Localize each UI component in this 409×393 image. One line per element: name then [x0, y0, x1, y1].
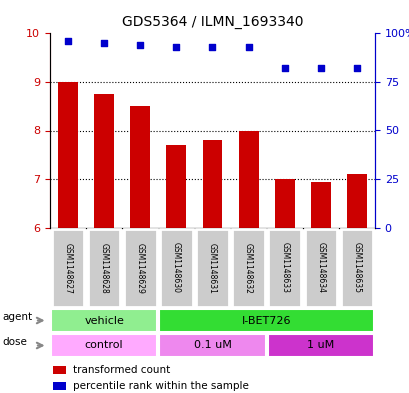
Text: GSM1148629: GSM1148629: [135, 242, 144, 294]
Point: [209, 44, 215, 50]
Text: 1 uM: 1 uM: [306, 340, 334, 351]
Text: 0.1 uM: 0.1 uM: [193, 340, 231, 351]
Bar: [166, 145, 186, 228]
Point: [281, 65, 287, 71]
Text: GSM1148635: GSM1148635: [352, 242, 361, 294]
Text: I-BET726: I-BET726: [241, 316, 291, 325]
Bar: [58, 82, 78, 228]
Bar: [53, 366, 66, 374]
FancyBboxPatch shape: [232, 229, 264, 307]
Text: GSM1148633: GSM1148633: [279, 242, 288, 294]
Bar: [310, 182, 330, 228]
Bar: [130, 106, 150, 228]
Bar: [202, 140, 222, 228]
Text: transformed count: transformed count: [72, 365, 170, 375]
FancyBboxPatch shape: [88, 229, 120, 307]
Bar: [53, 382, 66, 389]
FancyBboxPatch shape: [304, 229, 336, 307]
Point: [353, 65, 360, 71]
FancyBboxPatch shape: [124, 229, 156, 307]
Point: [65, 38, 71, 44]
Text: dose: dose: [2, 337, 27, 347]
FancyBboxPatch shape: [51, 334, 157, 357]
Text: percentile rank within the sample: percentile rank within the sample: [72, 381, 248, 391]
Point: [173, 44, 179, 50]
Point: [101, 40, 107, 46]
FancyBboxPatch shape: [159, 334, 265, 357]
FancyBboxPatch shape: [267, 334, 373, 357]
Text: GSM1148631: GSM1148631: [207, 242, 216, 294]
FancyBboxPatch shape: [160, 229, 192, 307]
Text: agent: agent: [2, 312, 33, 322]
Point: [137, 42, 143, 48]
Text: GSM1148627: GSM1148627: [63, 242, 72, 294]
FancyBboxPatch shape: [159, 309, 373, 332]
FancyBboxPatch shape: [340, 229, 372, 307]
Bar: [346, 174, 366, 228]
Text: GSM1148634: GSM1148634: [316, 242, 324, 294]
FancyBboxPatch shape: [196, 229, 228, 307]
FancyBboxPatch shape: [268, 229, 300, 307]
FancyBboxPatch shape: [51, 309, 157, 332]
Bar: [94, 94, 114, 228]
Text: GSM1148630: GSM1148630: [171, 242, 180, 294]
Bar: [238, 130, 258, 228]
Point: [317, 65, 324, 71]
FancyBboxPatch shape: [52, 229, 84, 307]
Point: [245, 44, 251, 50]
Text: GSM1148632: GSM1148632: [243, 242, 252, 294]
Text: vehicle: vehicle: [84, 316, 124, 325]
Text: GSM1148628: GSM1148628: [99, 242, 108, 294]
Bar: [274, 179, 294, 228]
Title: GDS5364 / ILMN_1693340: GDS5364 / ILMN_1693340: [121, 15, 303, 29]
Text: control: control: [85, 340, 123, 351]
